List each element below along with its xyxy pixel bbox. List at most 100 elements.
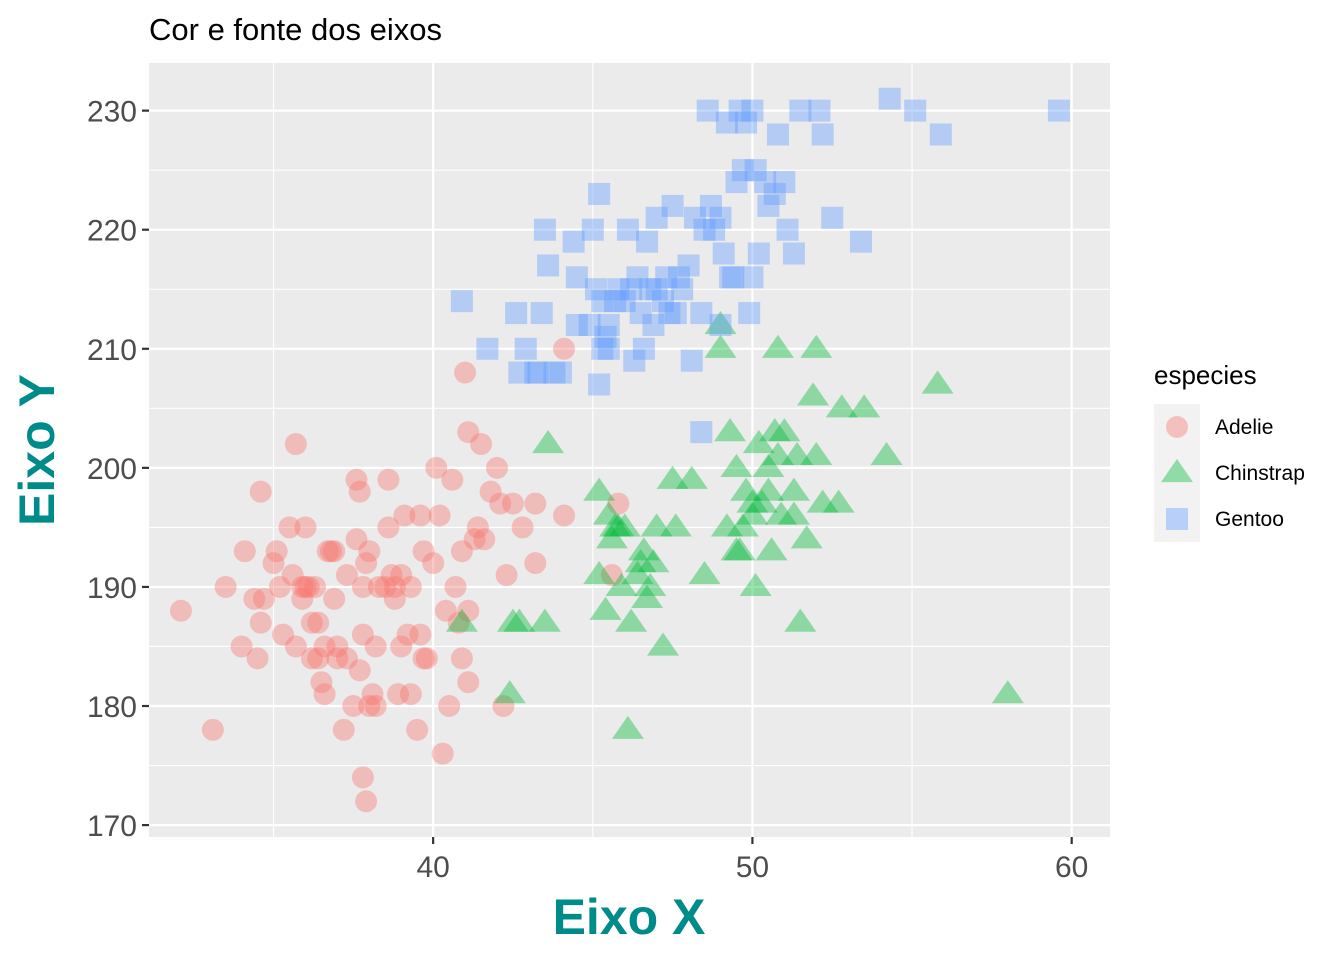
data-point [723,537,756,561]
data-point [597,337,620,360]
data-point [505,302,528,325]
data-point [383,587,406,610]
data-point [704,334,737,358]
y-tick-label: 200 [87,453,137,486]
data-point [848,394,881,418]
data-point [470,433,493,456]
data-point [332,718,355,741]
data-point [361,683,384,706]
data-point [744,159,767,182]
data-point [658,302,681,325]
data-point [524,361,547,384]
data-point [351,575,374,598]
data-point [364,635,387,658]
data-point [514,337,537,360]
data-point [562,230,585,253]
data-point [712,242,735,265]
data-point [645,278,668,301]
data-point [396,623,419,646]
data-point [503,608,536,632]
data-point [1047,99,1070,122]
data-point [383,575,406,598]
legend-label: Gentoo [1215,508,1284,531]
data-point [444,575,467,598]
x-tick-label: 50 [736,851,769,884]
data-point [501,492,524,515]
data-point [307,647,330,670]
data-point [589,596,622,620]
data-point [454,361,477,384]
data-point [991,680,1024,704]
data-point [367,575,390,598]
data-point [533,218,556,241]
data-point [688,561,721,585]
data-point [351,623,374,646]
data-point [345,528,368,551]
data-point [262,552,285,575]
series-gentoo [450,87,1070,444]
data-point [588,182,611,205]
data-point [600,564,623,587]
data-point [768,418,801,442]
data-point [703,218,726,241]
data-point [553,337,576,360]
y-tick-label: 180 [87,691,137,724]
data-point [495,564,518,587]
data-point [447,611,470,634]
data-point [739,572,772,597]
y-axis-title: Eixo Y [9,374,65,526]
data-point [355,552,378,575]
data-point [655,266,678,289]
data-point [313,683,336,706]
data-point [348,659,371,682]
legend: especies Adelie Chinstrap Gentoo [1154,360,1305,542]
data-point [631,584,664,608]
data-point [431,742,454,765]
data-point [335,647,358,670]
data-point [613,290,636,313]
data-point [524,492,547,515]
data-point [399,683,422,706]
data-point [742,430,775,454]
data-point [616,218,639,241]
data-point [486,456,509,479]
data-point [599,513,632,537]
data-point [690,302,713,325]
data-point [634,572,667,597]
data-point [527,361,550,384]
data-point [615,608,648,632]
data-point [201,718,224,741]
data-point [722,266,745,289]
data-point [921,370,954,394]
data-point [249,480,272,503]
data-point [278,516,301,539]
data-point [782,242,805,265]
data-point [553,504,576,527]
data-point [784,608,817,632]
data-point [627,537,660,561]
data-point [822,489,855,513]
data-point [323,540,346,563]
data-point [811,123,834,146]
y-tick-label: 170 [87,810,137,843]
data-point [326,635,349,658]
data-point [604,290,627,313]
data-point [294,516,317,539]
data-point [578,313,601,336]
data-point [806,489,839,513]
data-point [304,575,327,598]
data-point [326,647,349,670]
data-point [457,599,480,622]
data-point [374,575,397,598]
data-point [457,671,480,694]
data-point [752,453,785,477]
chart-title: Cor e fonte dos eixos [149,12,442,47]
data-point [565,313,588,336]
data-point [754,171,777,194]
data-point [591,337,614,360]
data-point [463,528,486,551]
data-point [929,123,952,146]
data-point [709,313,732,336]
data-point [878,87,901,110]
